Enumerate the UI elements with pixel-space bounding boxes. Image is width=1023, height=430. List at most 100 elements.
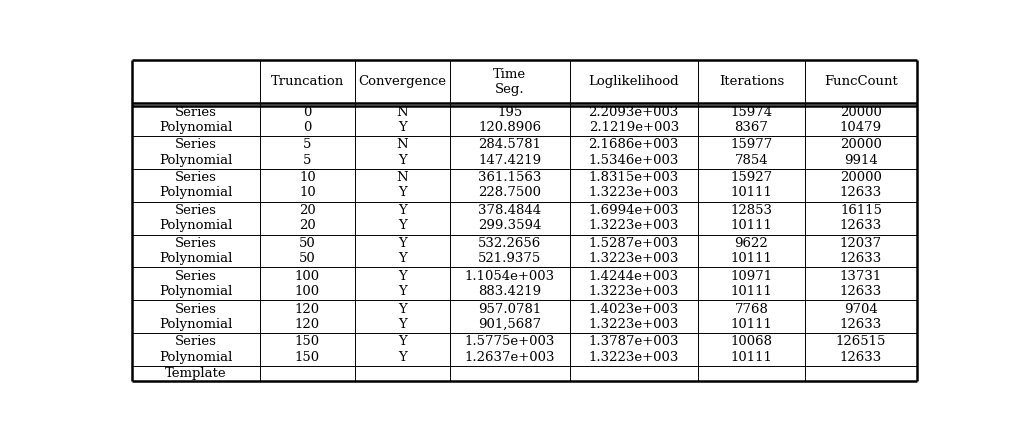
Text: 12853: 12853	[730, 204, 772, 217]
Text: 13731: 13731	[840, 270, 882, 283]
Text: 20: 20	[299, 219, 316, 232]
Text: Convergence: Convergence	[358, 75, 446, 88]
Text: Polynomial: Polynomial	[160, 154, 232, 166]
Text: 12037: 12037	[840, 237, 882, 250]
Text: Time
Seg.: Time Seg.	[493, 68, 527, 95]
Text: 16115: 16115	[840, 204, 882, 217]
Text: Polynomial: Polynomial	[160, 350, 232, 364]
Text: 0: 0	[303, 121, 312, 134]
Text: Series: Series	[175, 204, 217, 217]
Text: 378.4844: 378.4844	[479, 204, 541, 217]
Text: Y: Y	[398, 318, 407, 331]
Text: 147.4219: 147.4219	[479, 154, 541, 166]
Text: 1.5287e+003: 1.5287e+003	[588, 237, 679, 250]
Text: 20000: 20000	[840, 138, 882, 151]
Text: Y: Y	[398, 270, 407, 283]
Text: Polynomial: Polynomial	[160, 318, 232, 331]
Text: 521.9375: 521.9375	[478, 252, 541, 265]
Text: 1.1054e+003: 1.1054e+003	[464, 270, 554, 283]
Text: 195: 195	[497, 106, 523, 119]
Text: 1.4244e+003: 1.4244e+003	[588, 270, 679, 283]
Text: 1.6994e+003: 1.6994e+003	[588, 204, 679, 217]
Text: Series: Series	[175, 171, 217, 184]
Text: 12633: 12633	[840, 252, 882, 265]
Text: 100: 100	[295, 285, 320, 298]
Text: N: N	[397, 106, 408, 119]
Text: Series: Series	[175, 106, 217, 119]
Text: 10971: 10971	[730, 270, 772, 283]
Text: 1.4023e+003: 1.4023e+003	[588, 303, 679, 316]
Text: 10111: 10111	[730, 252, 772, 265]
Text: 0: 0	[303, 106, 312, 119]
Text: 2.2093e+003: 2.2093e+003	[588, 106, 679, 119]
Text: N: N	[397, 138, 408, 151]
Text: 1.2637e+003: 1.2637e+003	[464, 350, 555, 364]
Text: Truncation: Truncation	[271, 75, 344, 88]
Text: 1.3223e+003: 1.3223e+003	[588, 350, 679, 364]
Text: 361.1563: 361.1563	[478, 171, 541, 184]
Text: Series: Series	[175, 335, 217, 348]
Text: 901,5687: 901,5687	[479, 318, 541, 331]
Text: 1.5346e+003: 1.5346e+003	[588, 154, 679, 166]
Text: Iterations: Iterations	[719, 75, 784, 88]
Text: Y: Y	[398, 285, 407, 298]
Text: N: N	[397, 171, 408, 184]
Text: Polynomial: Polynomial	[160, 186, 232, 200]
Text: 284.5781: 284.5781	[479, 138, 541, 151]
Text: Y: Y	[398, 252, 407, 265]
Text: Series: Series	[175, 270, 217, 283]
Text: 15977: 15977	[730, 138, 772, 151]
Text: 10111: 10111	[730, 350, 772, 364]
Text: Polynomial: Polynomial	[160, 285, 232, 298]
Text: 532.2656: 532.2656	[478, 237, 541, 250]
Text: 12633: 12633	[840, 285, 882, 298]
Text: 12633: 12633	[840, 219, 882, 232]
Text: 20000: 20000	[840, 171, 882, 184]
Text: 1.8315e+003: 1.8315e+003	[588, 171, 679, 184]
Text: Y: Y	[398, 219, 407, 232]
Text: Polynomial: Polynomial	[160, 121, 232, 134]
Text: 2.1219e+003: 2.1219e+003	[588, 121, 679, 134]
Text: 120: 120	[295, 318, 320, 331]
Text: 883.4219: 883.4219	[479, 285, 541, 298]
Text: 2.1686e+003: 2.1686e+003	[588, 138, 679, 151]
Text: 15974: 15974	[730, 106, 772, 119]
Text: 9622: 9622	[735, 237, 768, 250]
Text: Y: Y	[398, 237, 407, 250]
Text: 5: 5	[303, 138, 312, 151]
Text: 228.7500: 228.7500	[479, 186, 541, 200]
Text: 12633: 12633	[840, 350, 882, 364]
Text: 12633: 12633	[840, 318, 882, 331]
Text: 120.8906: 120.8906	[479, 121, 541, 134]
Text: Loglikelihood: Loglikelihood	[588, 75, 679, 88]
Text: Y: Y	[398, 186, 407, 200]
Text: 5: 5	[303, 154, 312, 166]
Text: 12633: 12633	[840, 186, 882, 200]
Text: 126515: 126515	[836, 335, 886, 348]
Text: 50: 50	[299, 237, 316, 250]
Text: 150: 150	[295, 350, 320, 364]
Text: 20000: 20000	[840, 106, 882, 119]
Text: 1.3223e+003: 1.3223e+003	[588, 252, 679, 265]
Text: FuncCount: FuncCount	[825, 75, 898, 88]
Text: 1.3787e+003: 1.3787e+003	[588, 335, 679, 348]
Text: Series: Series	[175, 303, 217, 316]
Text: Polynomial: Polynomial	[160, 252, 232, 265]
Text: 1.3223e+003: 1.3223e+003	[588, 186, 679, 200]
Text: 10479: 10479	[840, 121, 882, 134]
Text: 1.3223e+003: 1.3223e+003	[588, 219, 679, 232]
Text: Series: Series	[175, 138, 217, 151]
Text: 1.3223e+003: 1.3223e+003	[588, 285, 679, 298]
Text: 299.3594: 299.3594	[478, 219, 541, 232]
Text: 150: 150	[295, 335, 320, 348]
Text: 1.3223e+003: 1.3223e+003	[588, 318, 679, 331]
Text: 10111: 10111	[730, 318, 772, 331]
Text: 50: 50	[299, 252, 316, 265]
Text: Template: Template	[165, 367, 227, 380]
Text: 1.5775e+003: 1.5775e+003	[464, 335, 555, 348]
Text: Y: Y	[398, 303, 407, 316]
Text: 9914: 9914	[844, 154, 878, 166]
Text: 120: 120	[295, 303, 320, 316]
Text: 7854: 7854	[735, 154, 768, 166]
Text: 9704: 9704	[844, 303, 878, 316]
